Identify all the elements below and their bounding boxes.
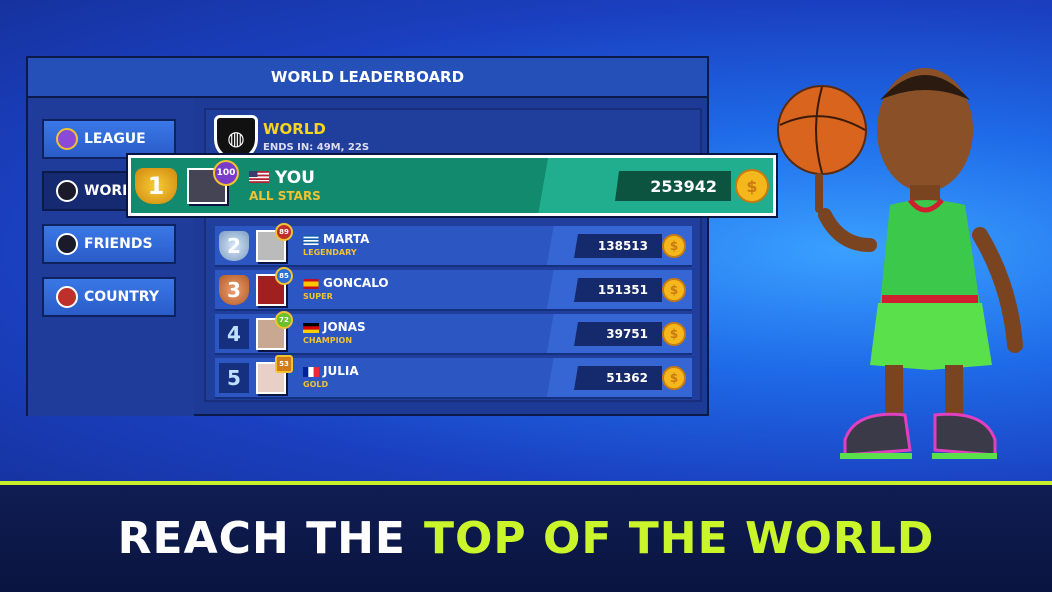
level-badge: 89 [275, 223, 293, 241]
leaderboard-title: WORLD LEADERBOARD [28, 58, 707, 98]
tab-label: COUNTRY [84, 289, 159, 305]
coin-icon: $ [662, 234, 686, 258]
level-badge: 53 [275, 355, 293, 373]
gold-trophy-icon: 1 [135, 168, 177, 204]
player-tier: SUPER [303, 292, 333, 301]
greece-flag-icon [303, 235, 319, 245]
player-score: 39751 [574, 322, 662, 346]
coin-icon: $ [735, 169, 769, 203]
level-badge: 72 [275, 311, 293, 329]
player-name: MARTA [323, 232, 370, 246]
france-flag-icon [303, 367, 319, 377]
level-badge: 100 [213, 160, 239, 186]
country-shield-icon [56, 286, 78, 308]
globe-shield-icon [56, 180, 78, 202]
coin-icon: $ [662, 322, 686, 346]
coin-icon: $ [662, 366, 686, 390]
coin-icon: $ [662, 278, 686, 302]
promo-banner: REACH THE TOP OF THE WORLD [0, 485, 1052, 592]
basketball-player-character [777, 68, 1023, 459]
leaderboard-header-title: WORLD [263, 120, 326, 138]
table-row[interactable]: 4 72 JONAS CHAMPION 39751 $ [215, 311, 692, 355]
tab-label: LEAGUE [84, 131, 146, 147]
banner-text-white: REACH THE [117, 513, 406, 564]
player-score: 253942 [615, 171, 731, 201]
player-score: 138513 [574, 234, 662, 258]
silver-trophy-icon: 2 [219, 231, 249, 261]
player-name: JULIA [323, 364, 359, 378]
table-row[interactable]: 5 53 JULIA GOLD 51362 $ [215, 355, 692, 399]
usa-flag-icon [249, 171, 269, 183]
player-name: GONCALO [323, 276, 389, 290]
rank-number: 5 [219, 363, 249, 393]
germany-flag-icon [303, 323, 319, 333]
tab-friends[interactable]: FRIENDS [42, 224, 176, 264]
tab-country[interactable]: COUNTRY [42, 277, 176, 317]
player-score: 51362 [574, 366, 662, 390]
tab-label: FRIENDS [84, 236, 153, 252]
avatar [187, 168, 227, 204]
player-tier: ALL STARS [249, 189, 321, 203]
your-rank-row[interactable]: 1 100 YOU ALL STARS 253942 $ [126, 153, 778, 218]
level-badge: 85 [275, 267, 293, 285]
player-tier: CHAMPION [303, 336, 353, 345]
spain-flag-icon [303, 279, 319, 289]
player-name: YOU [275, 168, 315, 188]
leaderboard-panel: WORLD LEADERBOARD LEAGUE WORLD FRIENDS C… [26, 56, 709, 416]
tab-league[interactable]: LEAGUE [42, 119, 176, 159]
league-badge-icon [56, 128, 78, 150]
bronze-trophy-icon: 3 [219, 275, 249, 305]
divider-line [0, 481, 1052, 485]
player-name: JONAS [323, 320, 366, 334]
player-score: 151351 [574, 278, 662, 302]
rank-number: 4 [219, 319, 249, 349]
banner-text-green: TOP OF THE WORLD [423, 513, 935, 564]
friends-shield-icon [56, 233, 78, 255]
player-tier: LEGENDARY [303, 248, 357, 257]
sidebar: LEAGUE WORLD FRIENDS COUNTRY [28, 98, 194, 416]
countdown: ENDS IN: 49M, 22S [263, 142, 370, 153]
player-tier: GOLD [303, 380, 329, 389]
table-row[interactable]: 3 85 GONCALO SUPER 151351 $ [215, 267, 692, 311]
table-row[interactable]: 2 89 MARTA LEGENDARY 138513 $ [215, 223, 692, 267]
